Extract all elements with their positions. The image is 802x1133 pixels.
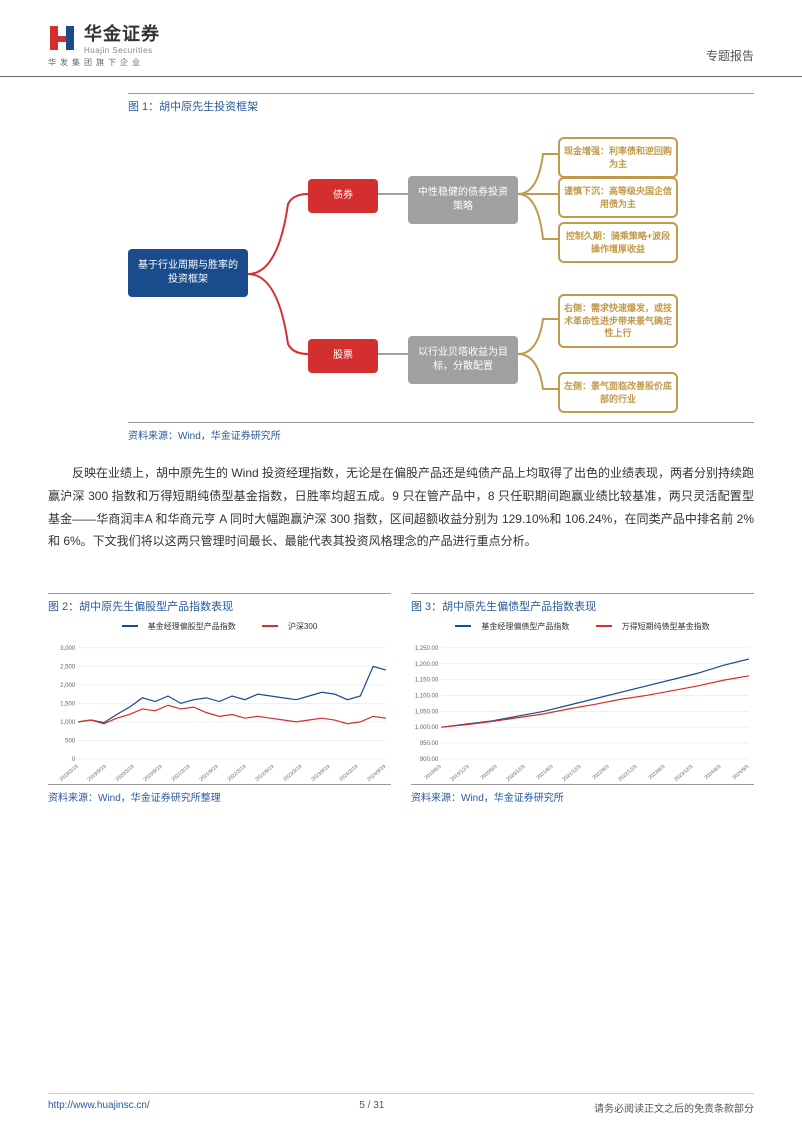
figure1-title: 图 1：胡中原先生投资框架 (128, 93, 754, 114)
logo-icon (48, 24, 76, 52)
svg-text:3,000: 3,000 (60, 646, 76, 652)
svg-text:1,200.00: 1,200.00 (415, 661, 439, 667)
body-paragraph: 反映在业绩上，胡中原先生的 Wind 投资经理指数，无论是在偏股产品还是纯债产品… (48, 462, 754, 553)
svg-text:0: 0 (72, 757, 76, 763)
svg-text:2020/6/3: 2020/6/3 (480, 763, 499, 780)
svg-text:2020/9/19: 2020/9/19 (142, 763, 163, 782)
svg-text:950.00: 950.00 (420, 741, 439, 747)
svg-text:1,100.00: 1,100.00 (415, 693, 439, 699)
figure1-source: 资料来源：Wind，华金证券研究所 (128, 422, 754, 442)
svg-text:1,250.00: 1,250.00 (415, 646, 439, 652)
svg-text:500: 500 (65, 738, 76, 744)
svg-text:2024/9/3: 2024/9/3 (731, 763, 750, 780)
svg-text:2019/12/3: 2019/12/3 (450, 763, 471, 782)
chart3-plot: 基金经理偏债型产品指数 万得短期纯债型基金指数 900.00 950.00 1,00… (411, 620, 754, 785)
svg-text:2021/6/3: 2021/6/3 (536, 763, 555, 780)
chart2-legend-1: 基金经理偏股型产品指数 (116, 621, 242, 632)
svg-text:2020/3/19: 2020/3/19 (114, 763, 135, 782)
diagram-root: 基于行业周期与胜率的投资框架 (128, 249, 248, 297)
chart2-legend-2: 沪深300 (256, 621, 323, 632)
svg-text:2019/9/19: 2019/9/19 (87, 763, 108, 782)
diagram-leaf-2: 谨慎下沉：高等级央国企信用债为主 (558, 177, 678, 218)
svg-text:2024/3/19: 2024/3/19 (338, 763, 359, 782)
diagram-branch-stocks: 股票 (308, 339, 378, 373)
svg-text:2021/3/19: 2021/3/19 (170, 763, 191, 782)
svg-text:2023/12/3: 2023/12/3 (673, 763, 694, 782)
chart3-title: 图 3：胡中原先生偏债型产品指数表现 (411, 593, 754, 614)
diagram-leaf-3: 控制久期：骑乘策略+波段操作增厚收益 (558, 222, 678, 263)
svg-text:1,000: 1,000 (60, 720, 76, 726)
svg-text:2019/6/3: 2019/6/3 (424, 763, 443, 780)
report-type: 专题报告 (706, 47, 754, 68)
svg-text:2024/9/19: 2024/9/19 (366, 763, 387, 782)
footer-page: 5 / 31 (359, 1100, 384, 1115)
diagram-mid-bot: 以行业贝塔收益为目标，分散配置 (408, 336, 518, 384)
chart2-plot: 基金经理偏股型产品指数 沪深300 0 500 1,000 1,500 2,000 2,5… (48, 620, 391, 785)
footer-disclaimer: 请务必阅读正文之后的免责条款部分 (594, 1100, 754, 1115)
svg-text:2,000: 2,000 (60, 683, 76, 689)
svg-text:1,000.00: 1,000.00 (415, 725, 439, 731)
svg-text:2022/12/3: 2022/12/3 (617, 763, 638, 782)
svg-text:2023/9/19: 2023/9/19 (310, 763, 331, 782)
page-header: 华金证券 Huajin Securities 华发集团旗下企业 专题报告 (0, 0, 802, 77)
svg-text:2021/9/19: 2021/9/19 (198, 763, 219, 782)
diagram-leaf-1: 现金增强：利率债和逆回购为主 (558, 137, 678, 178)
svg-text:2024/6/3: 2024/6/3 (703, 763, 722, 780)
chart3-legend-2: 万得短期纯债型基金指数 (590, 621, 716, 632)
svg-text:1,150.00: 1,150.00 (415, 677, 439, 683)
svg-text:2020/12/3: 2020/12/3 (505, 763, 526, 782)
page-footer: http://www.huajinsc.cn/ 5 / 31 请务必阅读正文之后… (48, 1093, 754, 1115)
svg-text:2023/3/19: 2023/3/19 (282, 763, 303, 782)
svg-text:2,500: 2,500 (60, 664, 76, 670)
svg-text:2021/12/3: 2021/12/3 (561, 763, 582, 782)
svg-text:2022/9/19: 2022/9/19 (254, 763, 275, 782)
footer-url[interactable]: http://www.huajinsc.cn/ (48, 1100, 150, 1115)
brand-name-en: Huajin Securities (84, 46, 160, 55)
svg-text:1,500: 1,500 (60, 701, 76, 707)
chart2-title: 图 2：胡中原先生偏股型产品指数表现 (48, 593, 391, 614)
svg-text:1,050.00: 1,050.00 (415, 709, 439, 715)
svg-text:2019/3/19: 2019/3/19 (59, 763, 80, 782)
diagram-branch-bonds: 债券 (308, 179, 378, 213)
svg-text:2023/6/3: 2023/6/3 (647, 763, 666, 780)
logo-block: 华金证券 Huajin Securities 华发集团旗下企业 (48, 20, 160, 68)
diagram-leaf-5: 左侧：景气面临改善股价底部的行业 (558, 372, 678, 413)
diagram-leaf-4: 右侧：需求快速爆发，或技术革命性进步带来景气确定性上行 (558, 294, 678, 348)
diagram-mid-top: 中性稳健的债券投资策略 (408, 176, 518, 224)
chart3-legend-1: 基金经理偏债型产品指数 (449, 621, 575, 632)
svg-text:2022/3/19: 2022/3/19 (226, 763, 247, 782)
figure1-diagram: 基于行业周期与胜率的投资框架 债券 股票 中性稳健的债券投资策略 以行业贝塔收益… (128, 134, 714, 414)
brand-subtitle: 华发集团旗下企业 (48, 57, 160, 68)
svg-text:2022/6/3: 2022/6/3 (592, 763, 611, 780)
svg-text:900.00: 900.00 (420, 757, 439, 763)
brand-name-cn: 华金证券 (84, 20, 160, 46)
